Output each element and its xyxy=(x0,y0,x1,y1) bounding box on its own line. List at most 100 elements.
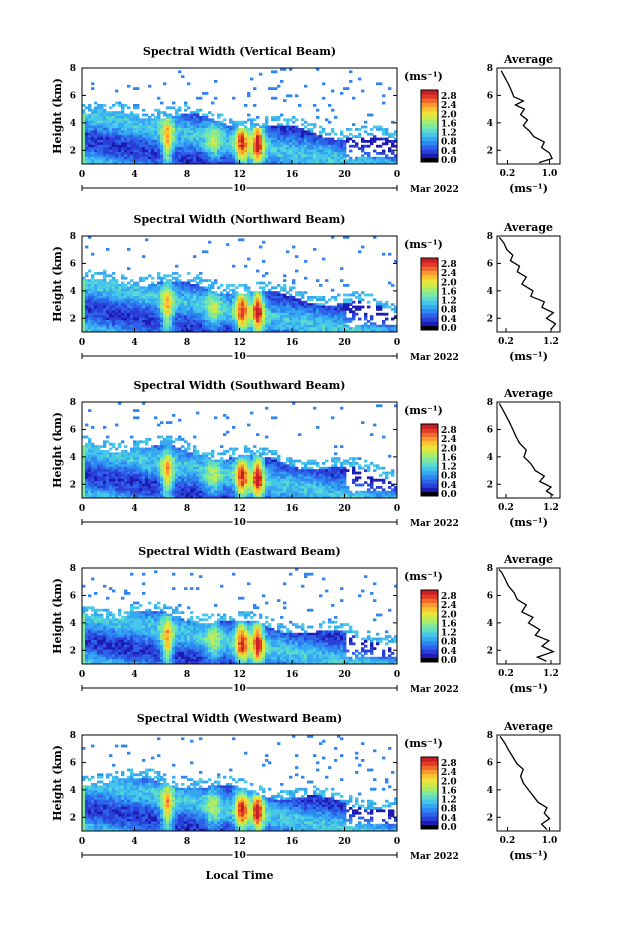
heatmap-cell xyxy=(163,320,167,323)
heatmap-cell xyxy=(238,142,242,146)
heatmap-cell xyxy=(187,476,191,480)
heatmap-cell xyxy=(82,113,86,117)
heatmap-cell xyxy=(361,161,365,165)
heatmap-cell xyxy=(232,140,236,143)
heatmap-cell xyxy=(142,291,146,294)
heatmap-cell xyxy=(244,312,248,316)
heatmap-cell xyxy=(316,320,320,323)
heatmap-cell xyxy=(97,459,101,463)
heatmap-cell xyxy=(340,267,344,270)
heatmap-cell xyxy=(124,486,128,489)
heatmap-cell xyxy=(283,149,287,153)
y-axis-label: Height (km) xyxy=(51,246,64,322)
heatmap-cell xyxy=(262,286,266,290)
heatmap-cell xyxy=(175,483,179,487)
heatmap-cell xyxy=(217,125,221,129)
heatmap-cell xyxy=(157,293,161,297)
heatmap-cell xyxy=(187,147,191,150)
heatmap-cell xyxy=(133,142,137,146)
heatmap-cell xyxy=(205,469,209,472)
heatmap-cell xyxy=(121,298,125,302)
heatmap-cell xyxy=(319,296,323,299)
heatmap-cell xyxy=(217,481,221,484)
heatmap-cell xyxy=(334,327,338,330)
heatmap-cell xyxy=(184,466,188,470)
heatmap-cell xyxy=(94,324,98,328)
heatmap-cell xyxy=(178,435,182,439)
panel-title: Spectral Width (Southward Beam) xyxy=(133,379,345,392)
heatmap-cell xyxy=(193,152,197,155)
heatmap-cell xyxy=(322,161,326,165)
heatmap-cell xyxy=(304,291,308,294)
x-tick-label: 0 xyxy=(394,170,400,180)
heatmap-cell xyxy=(190,329,194,333)
heatmap-cell xyxy=(130,132,134,136)
heatmap-cell xyxy=(118,481,122,484)
heatmap-cell xyxy=(217,300,221,304)
heatmap-cell xyxy=(172,469,176,472)
heatmap-cell xyxy=(307,315,311,318)
heatmap-cell xyxy=(229,137,233,141)
heatmap-cell xyxy=(148,288,152,292)
heatmap-cell xyxy=(130,288,134,292)
heatmap-cell xyxy=(94,132,98,136)
heatmap-cell xyxy=(217,308,221,311)
heatmap-cell xyxy=(97,147,101,150)
heatmap-cell xyxy=(127,495,131,499)
heatmap-cell xyxy=(292,144,296,148)
heatmap-cell xyxy=(328,322,332,326)
heatmap-cell xyxy=(304,308,308,311)
heatmap-cell xyxy=(232,142,236,146)
heatmap-cell xyxy=(106,464,110,468)
heatmap-cell xyxy=(103,329,107,333)
heatmap-cell xyxy=(190,454,194,458)
heatmap-cell xyxy=(136,305,140,309)
heatmap-cell xyxy=(94,288,98,292)
heatmap-cell xyxy=(382,94,386,98)
heatmap-cell xyxy=(166,161,170,165)
heatmap-cell xyxy=(187,144,191,148)
heatmap-cell xyxy=(391,161,395,165)
heatmap-cell xyxy=(292,305,296,309)
heatmap-cell xyxy=(337,147,341,150)
heatmap-cell xyxy=(166,445,170,448)
heatmap-cell xyxy=(169,310,173,314)
heatmap-cell xyxy=(151,478,155,482)
heatmap-cell xyxy=(346,128,350,131)
heatmap-cell xyxy=(82,317,86,321)
heatmap-cell xyxy=(259,320,263,323)
heatmap-cell xyxy=(112,123,116,126)
heatmap-cell xyxy=(238,238,242,242)
heatmap-cell xyxy=(187,452,191,456)
heatmap-cell xyxy=(337,308,341,311)
heatmap-cell xyxy=(358,296,362,299)
heatmap-cell xyxy=(253,305,257,309)
heatmap-cell xyxy=(259,310,263,314)
heatmap-cell xyxy=(367,300,371,304)
heatmap-cell xyxy=(310,317,314,321)
heatmap-cell xyxy=(85,152,89,155)
heatmap-cell xyxy=(181,483,185,487)
heatmap-cell xyxy=(187,493,191,496)
heatmap-cell xyxy=(211,476,215,480)
x-tick-label: 4 xyxy=(131,338,137,348)
heatmap-cell xyxy=(145,128,149,131)
heatmap-cell xyxy=(286,305,290,309)
heatmap-cell xyxy=(172,312,176,316)
heatmap-cell xyxy=(184,483,188,487)
heatmap-cell xyxy=(190,471,194,475)
heatmap-cell xyxy=(211,329,215,333)
heatmap-cell xyxy=(115,291,119,294)
heatmap-cell xyxy=(115,315,119,318)
heatmap-cell xyxy=(268,87,272,90)
heatmap-cell xyxy=(184,310,188,314)
heatmap-cell xyxy=(169,147,173,150)
heatmap-cell xyxy=(103,450,107,453)
heatmap-cell xyxy=(214,481,218,484)
heatmap-cell xyxy=(295,144,299,148)
heatmap-cell xyxy=(241,284,245,287)
heatmap-cell xyxy=(85,130,89,134)
heatmap-cell xyxy=(304,320,308,323)
heatmap-cell xyxy=(97,474,101,477)
heatmap-cell xyxy=(268,154,272,158)
